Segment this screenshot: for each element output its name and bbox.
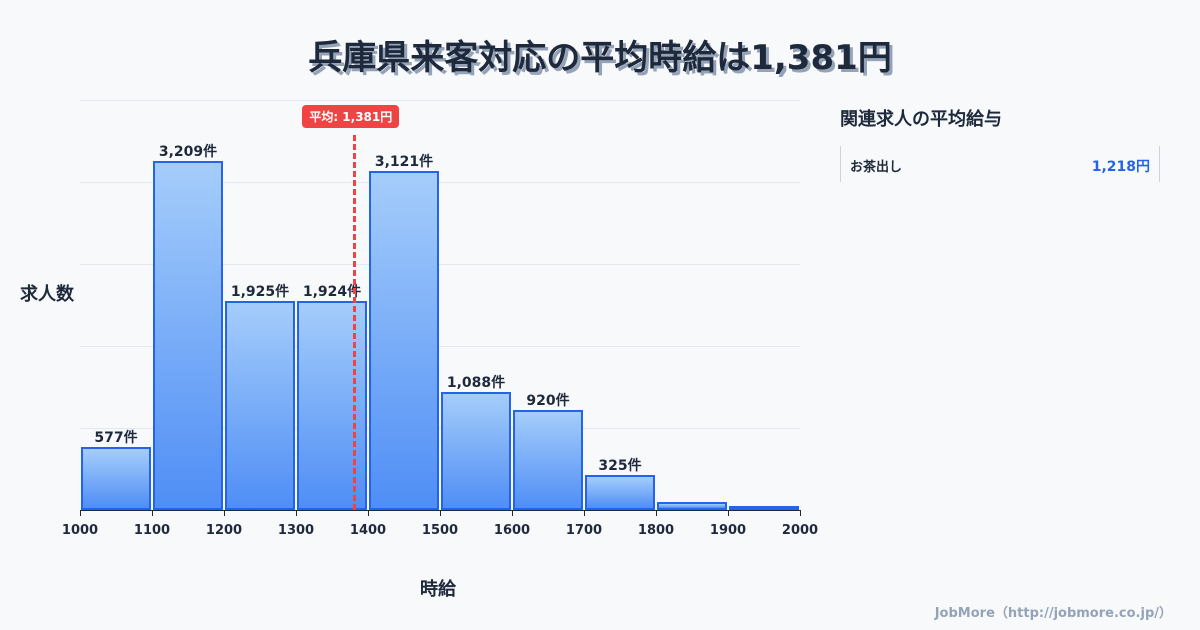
footer-credit: JobMore（http://jobmore.co.jp/） [934,606,1172,621]
bar-value-label: 3,209件 [158,144,218,160]
bar-value-label: 1,925件 [230,283,290,300]
x-tick [368,510,369,516]
x-tick-label: 1700 [565,523,603,538]
histogram-bar[interactable] [369,170,439,510]
bar-value-label: 1,088件 [446,374,506,391]
average-badge: 平均: 1,381円 [302,105,400,128]
x-tick [152,510,153,516]
x-tick-label: 1500 [421,523,459,538]
histogram-bar[interactable] [441,391,511,510]
bar-value-label: 577件 [94,430,138,447]
gridline [80,182,800,183]
gridline [80,346,800,347]
x-tick-label: 1600 [493,523,531,538]
x-tick [656,510,657,516]
bar-value-label: 3,121件 [374,153,434,170]
gridline [80,428,800,429]
related-job-salary: 1,218円 [1091,159,1150,175]
x-tick [728,510,729,516]
average-line [353,135,357,510]
related-job-name: お茶出し [850,160,903,175]
x-tick-label: 1900 [709,523,747,538]
bar-value-label: 1,924件 [302,283,362,300]
x-tick-label: 1200 [205,523,243,538]
x-tick-label: 2000 [781,523,819,538]
histogram-bar[interactable] [81,447,151,510]
related-job-item[interactable]: お茶出し 1,218円 [840,146,1160,182]
histogram-plot: 577件 3,209件 1,925件 1,924件 3,121件 1,088件 920件 32… [80,100,800,510]
x-tick-label: 1300 [277,523,315,538]
x-tick-label: 1400 [349,523,387,538]
histogram-bar[interactable] [657,501,727,510]
histogram-bar[interactable] [153,161,223,510]
x-tick [80,510,81,516]
bar-value-label: 920件 [526,392,570,409]
gridline [80,100,800,101]
x-tick-label: 1800 [637,523,675,538]
x-tick [584,510,585,516]
histogram-bar[interactable] [225,300,295,510]
bar-value-label: 325件 [598,457,642,474]
x-tick [224,510,225,516]
page-title: 兵庫県来客対応の平均時給は1,381円 [308,38,892,78]
x-tick-label: 1000 [61,523,99,538]
x-axis-label: 時給 [420,579,456,600]
x-tick [512,510,513,516]
x-tick [800,510,801,516]
histogram-bar[interactable] [297,300,367,510]
y-axis-label: 求人数 [20,284,74,305]
histogram-bar[interactable] [585,474,655,510]
x-tick-label: 1100 [133,523,171,538]
x-tick [296,510,297,516]
related-salary-title: 関連求人の平均給与 [840,109,1002,130]
histogram-bar[interactable] [513,409,583,510]
histogram-bar[interactable] [729,506,799,510]
x-tick [440,510,441,516]
gridline [80,264,800,265]
